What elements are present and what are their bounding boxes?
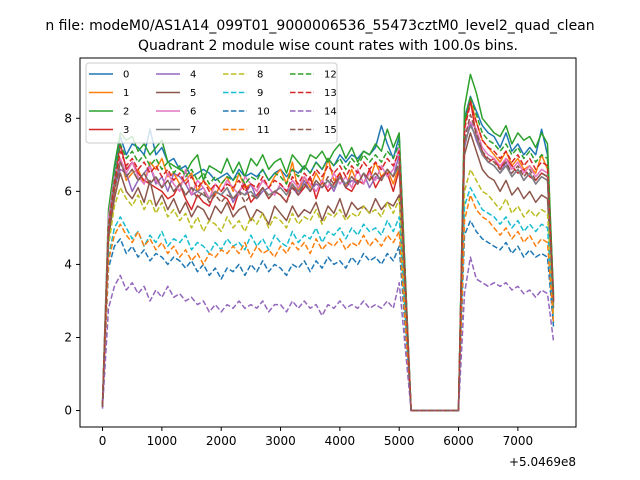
legend-label-10: 10	[257, 107, 270, 118]
plot-frame	[79, 57, 577, 428]
series-line-8	[101, 168, 555, 412]
legend-label-13: 13	[324, 88, 337, 99]
series-line-11	[101, 194, 555, 412]
chart-suptitle: n file: modeM0/AS1A14_099T01_9000006536_…	[45, 18, 594, 34]
series-line-9	[101, 186, 555, 412]
legend-label-5: 5	[190, 88, 196, 99]
x-tick-label: 0	[99, 434, 107, 448]
y-tick-label: 6	[64, 184, 72, 198]
axes-layer: 0 1000 2000 3000 4000 5000 6000 7000 0 2 4 6 8	[64, 111, 533, 448]
x-tick-label: 5000	[384, 434, 415, 448]
x-tick-label: 1000	[147, 434, 178, 448]
legend-label-8: 8	[257, 70, 263, 81]
legend-box	[85, 62, 338, 144]
x-tick-label: 4000	[325, 434, 356, 448]
series-line-2	[101, 73, 555, 412]
series-line-6	[101, 121, 555, 412]
legend-label-12: 12	[324, 70, 337, 81]
legend-label-1: 1	[123, 88, 129, 99]
legend-label-9: 9	[257, 88, 263, 99]
series-line-13	[101, 102, 555, 412]
series-line-15	[101, 113, 555, 412]
y-tick-label: 4	[64, 257, 72, 271]
legend-label-11: 11	[257, 125, 270, 136]
x-tick-label: 2000	[206, 434, 237, 448]
series-line-12	[101, 95, 555, 412]
legend-label-4: 4	[190, 70, 196, 81]
legend-label-6: 6	[190, 107, 196, 118]
x-tick-label: 6000	[443, 434, 474, 448]
series-line-5	[101, 132, 555, 412]
legend-label-14: 14	[324, 107, 337, 118]
y-tick-label: 0	[64, 404, 72, 418]
series-line-7	[101, 124, 555, 412]
y-tick-label: 2	[64, 330, 72, 344]
series-line-10	[101, 219, 555, 412]
legend-label-3: 3	[123, 125, 129, 136]
x-tick-label: 7000	[503, 434, 534, 448]
legend-label-7: 7	[190, 125, 196, 136]
x-tick-label: 3000	[265, 434, 296, 448]
legend-label-0: 0	[123, 70, 129, 81]
legend-label-2: 2	[123, 107, 129, 118]
y-tick-label: 8	[64, 111, 72, 125]
chart-title: Quadrant 2 module wise count rates with …	[138, 38, 518, 54]
legend-label-15: 15	[324, 125, 337, 136]
x-offset-label: +5.0469e8	[509, 455, 576, 469]
series-layer	[101, 73, 555, 412]
